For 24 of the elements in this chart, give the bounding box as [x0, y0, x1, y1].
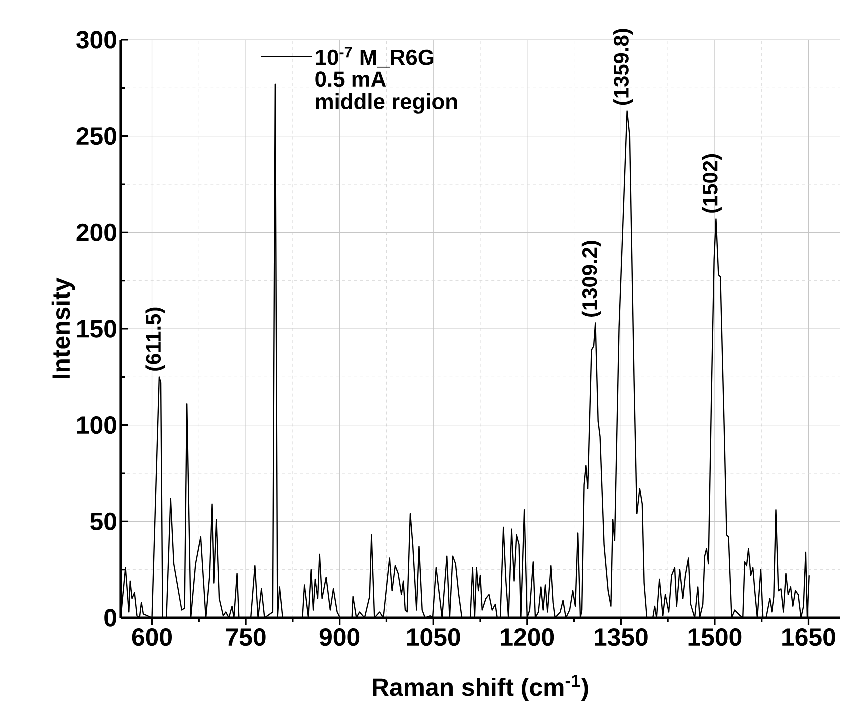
x-tick-label: 900: [320, 628, 360, 646]
x-tick-label: 1050: [407, 628, 460, 646]
x-axis-title: Raman shift (cm$^{-1}$): [373, 675, 588, 702]
x-tick-label: 1650: [782, 628, 836, 646]
x-tick-label: 750: [226, 628, 266, 646]
y-tick-label: 150: [77, 320, 116, 338]
annotation: (1309.2): [582, 241, 602, 317]
y-tick-label: 200: [76, 224, 116, 242]
y-tick-label: 50: [90, 512, 116, 530]
y-tick-label: 0: [104, 609, 116, 627]
y-tick-label: 300: [76, 31, 116, 49]
x-tick-label: 1500: [688, 628, 742, 646]
x-tick-label: 600: [132, 628, 172, 646]
annotation: (1359.8): [614, 29, 634, 106]
annotation: (1502): [702, 154, 722, 213]
legend-label: 10$^{-7}$ M_R6G: [316, 47, 434, 68]
y-tick-label: 250: [76, 128, 116, 146]
y-axis-title: Intensity: [52, 278, 76, 379]
annotation: 0.5 mA: [316, 72, 386, 88]
x-tick-label: 1350: [595, 628, 648, 646]
annotation: (611.5): [146, 308, 166, 371]
annotation: middle region: [316, 93, 458, 114]
y-tick-label: 100: [77, 416, 116, 434]
x-tick-label: 1200: [501, 628, 554, 646]
